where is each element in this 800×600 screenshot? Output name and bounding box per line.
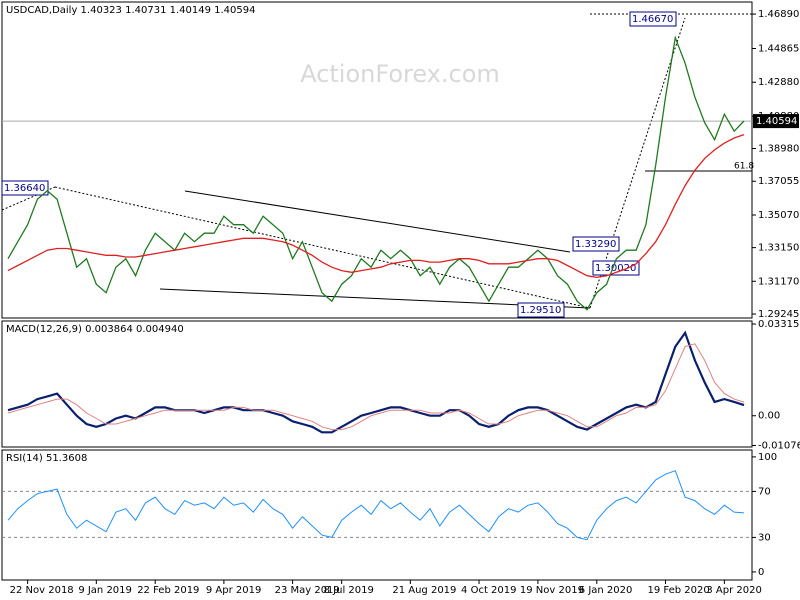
x-tick-label: 8 Jul 2019 [324,585,374,596]
y-tick-label: 1.37055 [758,176,799,187]
y-tick-label: 30 [758,532,771,543]
annotation-box [629,11,677,27]
x-tick-label: 6 Jan 2020 [579,585,633,596]
y-tick-label: 1.35070 [758,210,799,221]
annotation: 1.36640 [4,183,45,194]
x-tick-label: 19 Feb 2020 [647,585,709,596]
watermark: ActionForex.com [300,60,500,88]
trend-line [54,186,591,309]
x-tick-label: 23 May 2019 [275,585,340,596]
series-line [7,470,745,541]
x-tick-label: 3 Apr 2020 [706,585,761,596]
y-tick-label: 100 [758,452,777,463]
x-tick-label: 9 Jan 2019 [78,585,132,596]
annotation-box [1,180,49,196]
y-tick-label: 1.46890 [758,9,799,20]
panel-title: RSI(14) 51.3608 [6,453,87,464]
y-tick-label: 0 [758,567,764,578]
x-tick-label: 4 Oct 2019 [461,585,516,596]
y-tick-label: 1.44865 [758,43,799,54]
current-price-box [753,114,799,129]
panel-frame [1,1,753,319]
panel-frame [1,449,753,581]
current-price-label: 1.40594 [756,116,797,127]
y-tick-label: 1.31170 [758,276,799,287]
x-tick-label: 22 Nov 2018 [10,585,74,596]
y-tick-label: 1.42880 [758,77,799,88]
annotation: 61.8 [734,162,754,172]
annotation: 1.33290 [575,239,616,250]
panel-title: USDCAD,Daily 1.40323 1.40731 1.40149 1.4… [6,5,256,16]
x-tick-label: 21 Aug 2019 [392,585,456,596]
trend-line [589,17,686,309]
x-tick-label: 9 Apr 2019 [206,585,261,596]
x-tick-label: 22 Feb 2019 [137,585,199,596]
y-tick-label: 0.00 [758,411,780,422]
panel-frame [1,320,753,448]
y-tick-label: 1.33150 [758,243,799,254]
annotation-box [572,236,620,252]
y-tick-label: -0.010769 [758,441,800,452]
series-line [7,343,745,431]
series-line [7,133,745,279]
annotation-box [517,302,565,318]
x-tick-label: 19 Nov 2019 [520,585,584,596]
y-tick-label: 0.033155 [758,319,800,330]
y-tick-label: 1.29245 [758,309,799,320]
annotation: 1.29510 [520,305,561,316]
panel-title: MACD(12,26,9) 0.003864 0.004940 [6,324,184,335]
annotation: 1.46670 [632,14,673,25]
y-tick-label: 70 [758,486,771,497]
y-tick-label: 1.38980 [758,144,799,155]
annotation: 1.30020 [595,263,636,274]
series-line [7,35,745,311]
trend-line [184,190,571,253]
series-line [7,330,745,434]
